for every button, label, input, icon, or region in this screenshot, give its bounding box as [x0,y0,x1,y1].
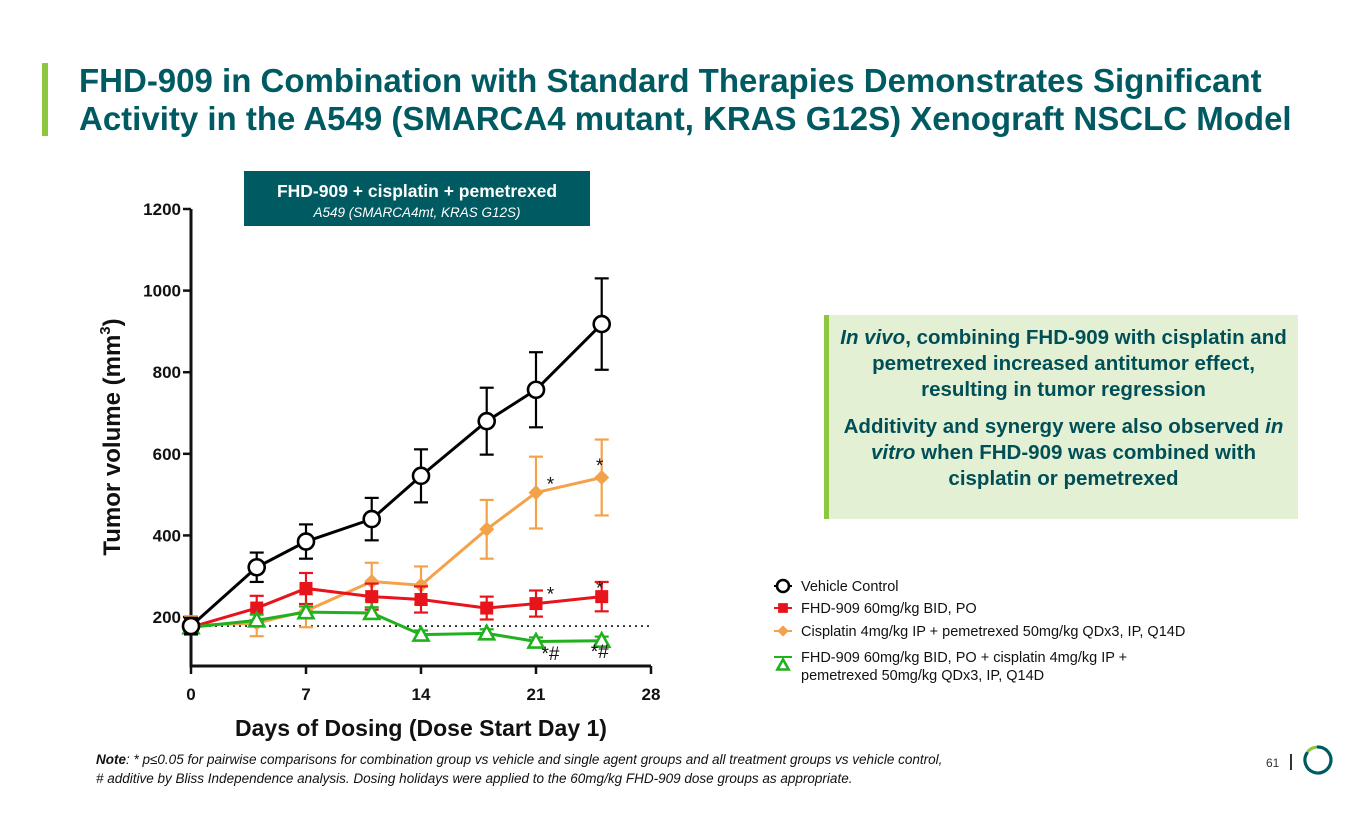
data-point-marker [365,590,379,604]
x-tick-label: 21 [527,685,546,704]
page-title-line2: Activity in the A549 (SMARCA4 mutant, KR… [79,100,1292,137]
significance-annotation: * [596,579,604,600]
x-tick-label: 14 [412,685,431,704]
series-line [190,610,602,644]
company-logo-icon [1303,745,1333,775]
data-point-marker [364,574,380,590]
title-accent-bar [42,63,48,136]
y-tick-label: 1200 [143,200,181,219]
y-tick-label: 1000 [143,282,181,301]
data-point-marker [296,532,316,551]
legend-label: FHD-909 60mg/kg BID, PO + cisplatin 4mg/… [801,650,1127,666]
page-title-line1: FHD-909 in Combination with Standard The… [79,62,1262,99]
page-number-divider [1290,754,1292,770]
footnote-label: Note [96,752,126,767]
data-point-marker [362,509,382,529]
key-finding-callout: In vivo, combining FHD-909 with cisplati… [824,315,1298,519]
chart-header-title: FHD-909 + cisplatin + pemetrexed [277,181,557,201]
y-tick-label: 800 [153,363,181,382]
y-tick-label: 400 [153,526,181,545]
data-point-marker [526,380,546,400]
significance-annotation: * [596,456,604,477]
y-axis-label: Tumor volume (mm3) [97,318,126,555]
callout-paragraph-2: Additivity and synergy were also observe… [843,415,1284,490]
series-line [190,476,603,627]
data-point-marker [526,631,546,649]
data-point-marker [411,624,431,642]
data-point-marker [477,623,497,641]
callout-paragraph-1: In vivo, combining FHD-909 with cisplati… [840,326,1287,401]
data-point-marker [529,597,543,611]
significance-annotation: *# [541,644,559,665]
legend-label: pemetrexed 50mg/kg QDx3, IP, Q14D [801,668,1044,684]
data-point-marker [480,601,494,615]
chart-series [181,277,612,649]
data-point-marker [413,577,429,593]
x-tick-label: 0 [186,685,195,704]
y-tick-label: 200 [153,608,181,627]
data-point-marker [181,616,201,636]
chart-legend: Vehicle Control FHD-909 60mg/kg BID, PO Ci… [774,578,1185,684]
data-point-marker [777,625,789,637]
series-line [190,323,603,628]
data-point-marker [299,581,313,595]
footnote-line1: : * p≤0.05 for pairwise comparisons for … [126,752,943,767]
chart-axes: 200 400 600 800 1000 1200 0 7 14 21 28 [143,200,660,704]
data-point-marker [247,557,267,577]
legend-item-vehicle: Vehicle Control [774,578,899,595]
data-point-marker [479,521,495,537]
legend-label: FHD-909 60mg/kg BID, PO [801,601,977,617]
legend-item-fhd: FHD-909 60mg/kg BID, PO [774,601,977,617]
data-point-marker [414,592,428,606]
footnote-line2: # additive by Bliss Independence analysi… [96,770,853,786]
data-point-marker [247,610,267,628]
data-point-marker [411,466,431,486]
data-point-marker [775,656,791,671]
series-cis [183,438,610,638]
page-title: FHD-909 in Combination with Standard The… [79,62,1359,138]
data-point-marker [362,602,382,621]
x-tick-label: 28 [642,685,661,704]
chart-header-subtitle: A549 (SMARCA4mt, KRAS G12S) [312,205,520,220]
significance-annotation: *# [591,642,609,663]
chart-header-box [244,171,590,226]
data-point-marker [594,469,610,485]
y-tick-label: 600 [153,445,181,464]
significance-annotation: * [547,475,555,496]
series-line [190,586,602,629]
legend-item-combo: FHD-909 60mg/kg BID, PO + cisplatin 4mg/… [774,650,1127,684]
legend-label: Cisplatin 4mg/kg IP + pemetrexed 50mg/kg… [801,624,1185,640]
data-point-marker [595,590,609,604]
data-point-marker [592,630,612,649]
legend-item-cis: Cisplatin 4mg/kg IP + pemetrexed 50mg/kg… [774,624,1185,640]
data-point-marker [592,314,612,334]
legend-label: Vehicle Control [801,579,899,595]
page-number: 61 [1266,756,1280,770]
data-point-marker [296,601,316,620]
data-point-marker [250,601,264,615]
chart-annotations: * * * * *# *# [541,456,609,665]
data-point-marker [528,485,544,501]
x-tick-label: 7 [301,685,310,704]
data-point-marker [778,603,788,613]
data-point-marker [477,411,497,431]
x-axis-label: Days of Dosing (Dose Start Day 1) [235,715,607,741]
significance-annotation: * [547,585,555,606]
data-point-marker [775,578,791,594]
series-vehicle [181,277,612,636]
footnote: Note: * p≤0.05 for pairwise comparisons … [96,751,1076,788]
